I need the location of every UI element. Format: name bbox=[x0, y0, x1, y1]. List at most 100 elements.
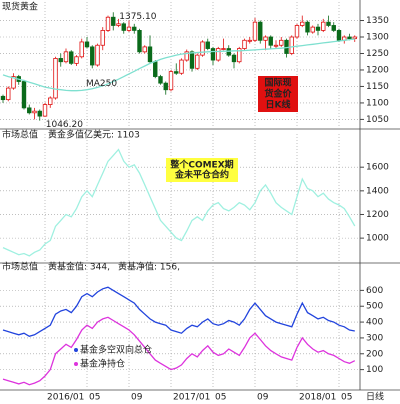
candle-body bbox=[48, 97, 53, 105]
candle-body bbox=[95, 44, 100, 66]
candle-body bbox=[252, 21, 258, 41]
candle-body bbox=[347, 36, 352, 40]
candle-body bbox=[74, 56, 79, 64]
candle-body bbox=[326, 21, 331, 26]
series-line bbox=[2, 38, 355, 92]
candle-body bbox=[63, 51, 69, 63]
y-tick-label: 500 bbox=[366, 302, 383, 312]
panel-title: 市场总值 bbox=[2, 261, 38, 273]
candle-body bbox=[158, 76, 163, 84]
y-tick-label: 1150 bbox=[366, 82, 389, 92]
candle-body bbox=[221, 48, 226, 50]
candle-body bbox=[258, 21, 263, 41]
candle-body bbox=[100, 30, 105, 46]
candle-body bbox=[79, 41, 84, 58]
y-tick-label: 1200 bbox=[366, 65, 389, 75]
note-text: 金未平仓合约 bbox=[174, 169, 229, 181]
legend-label: 基金多空双向总仓 bbox=[80, 344, 152, 356]
series-line bbox=[2, 316, 356, 386]
candle-body bbox=[195, 54, 200, 69]
panel-subtitle: 黄基净值: 156, bbox=[118, 261, 180, 273]
note-text: 整个COMEX期 bbox=[169, 159, 233, 171]
candle-body bbox=[279, 39, 284, 46]
candle-body bbox=[27, 107, 32, 114]
candle-body bbox=[242, 39, 247, 49]
candle-body bbox=[132, 26, 137, 31]
note-box bbox=[166, 158, 238, 182]
candle-body bbox=[53, 58, 58, 99]
note-text: 国际现 bbox=[264, 78, 291, 89]
candle-body bbox=[90, 46, 95, 66]
candle-body bbox=[268, 36, 273, 46]
candle-body bbox=[69, 51, 74, 64]
series-line bbox=[2, 148, 356, 257]
candle-body bbox=[142, 46, 147, 53]
x-tick-label: 05 bbox=[89, 393, 100, 403]
candle-body bbox=[263, 36, 268, 41]
candle-body bbox=[216, 48, 221, 61]
legend-label: 基金净持仓 bbox=[80, 358, 125, 370]
candle-body bbox=[168, 71, 174, 91]
legend-marker bbox=[74, 362, 78, 366]
candle-body bbox=[174, 71, 179, 74]
y-tick-label: 1250 bbox=[366, 49, 389, 59]
candle-body bbox=[11, 76, 16, 89]
series-label: MA250 bbox=[86, 79, 117, 89]
candle-body bbox=[331, 25, 336, 31]
candle-body bbox=[352, 36, 357, 40]
y-tick-label: 1050 bbox=[366, 115, 389, 125]
candle-body bbox=[137, 30, 142, 53]
candle-body bbox=[184, 51, 189, 61]
y-tick-label: 400 bbox=[366, 318, 383, 328]
annotation: 1046.20 bbox=[46, 120, 83, 130]
candle-body bbox=[179, 59, 184, 74]
y-tick-label: 1000 bbox=[366, 234, 389, 244]
candle-body bbox=[189, 51, 195, 69]
candle-body bbox=[153, 61, 158, 77]
panel-title: 市场总值 bbox=[2, 129, 38, 141]
candle-body bbox=[163, 82, 168, 91]
y-tick-label: 300 bbox=[366, 333, 383, 343]
candle-body bbox=[200, 41, 205, 56]
candle-body bbox=[21, 81, 27, 109]
x-tick-label: 09 bbox=[257, 393, 269, 403]
series-line bbox=[2, 286, 355, 338]
candle-body bbox=[37, 110, 42, 117]
candle-body bbox=[300, 21, 305, 26]
y-tick-label: 1600 bbox=[366, 163, 389, 173]
candle-body bbox=[294, 25, 300, 38]
panel-title: 现货黄金 bbox=[2, 1, 38, 13]
candle-body bbox=[336, 30, 342, 41]
candle-body bbox=[205, 41, 210, 49]
candle-body bbox=[116, 23, 121, 26]
y-tick-label: 1200 bbox=[366, 210, 389, 220]
candle-body bbox=[0, 95, 6, 101]
candle-body bbox=[231, 54, 237, 63]
y-tick-label: 600 bbox=[366, 286, 383, 296]
candle-body bbox=[310, 26, 315, 33]
candle-body bbox=[121, 23, 126, 31]
candle-body bbox=[105, 16, 111, 31]
x-tick-label: 2017/01 bbox=[173, 393, 210, 403]
candle-body bbox=[84, 41, 90, 48]
x-tick-label: 05 bbox=[341, 393, 352, 403]
candle-body bbox=[210, 48, 216, 61]
y-tick-label: 1300 bbox=[366, 33, 389, 43]
legend-marker bbox=[74, 348, 78, 352]
y-tick-label: 200 bbox=[366, 349, 383, 359]
y-tick-label: 1350 bbox=[366, 16, 389, 26]
candle-body bbox=[273, 44, 279, 47]
y-tick-label: 1400 bbox=[366, 186, 389, 196]
candle-body bbox=[247, 39, 252, 42]
x-axis-label: 日线 bbox=[366, 391, 384, 403]
x-tick-label: 09 bbox=[131, 393, 143, 403]
candle-body bbox=[6, 87, 11, 101]
x-tick-label: 05 bbox=[215, 393, 226, 403]
candle-body bbox=[305, 21, 310, 33]
x-tick-label: 2016/01 bbox=[47, 393, 84, 403]
candle-body bbox=[58, 58, 63, 63]
y-tick-label: 100 bbox=[366, 365, 383, 375]
note-text: 日K线 bbox=[266, 99, 291, 111]
candle-body bbox=[147, 46, 153, 63]
